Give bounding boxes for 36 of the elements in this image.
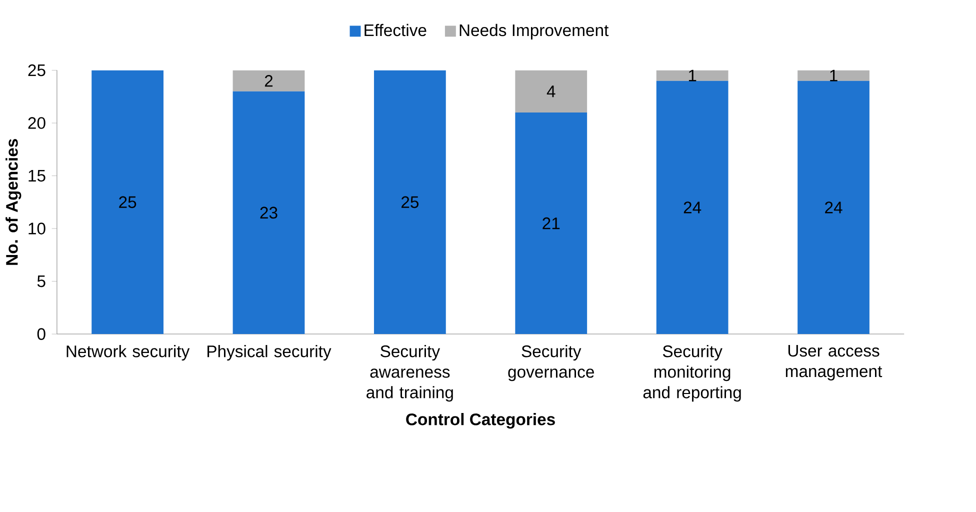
bar	[798, 80, 870, 334]
data-label: 4	[546, 86, 556, 98]
data-label: 23	[260, 206, 278, 219]
x-tick-label: Security governance	[508, 344, 594, 382]
data-label: 24	[684, 202, 702, 214]
legend-label: Effective	[364, 24, 426, 36]
y-axis-title: No. of Agencies	[6, 138, 22, 265]
bar	[515, 112, 588, 334]
bar	[92, 70, 164, 334]
data-label: 21	[542, 217, 560, 230]
y-tick-label: 10	[28, 222, 46, 234]
x-tick-label: Security monitoring and reporting	[643, 344, 741, 402]
y-tick-label: 15	[28, 170, 46, 182]
bar	[232, 91, 305, 334]
legend-label: Needs Improvement	[460, 24, 609, 40]
x-tick-label: Security awareness and training	[366, 344, 453, 402]
bar	[232, 70, 305, 92]
y-tick-label: 5	[37, 275, 46, 288]
data-label: 24	[825, 202, 842, 214]
x-tick-label: Network security	[66, 344, 190, 360]
bar	[515, 70, 588, 112]
y-tick-label: 20	[28, 117, 46, 129]
data-label: 25	[402, 196, 419, 208]
x-tick-label: Physical security	[208, 344, 332, 360]
data-label: 1	[830, 70, 838, 82]
x-tick-label: User access management	[786, 344, 882, 380]
bar	[656, 80, 728, 334]
x-axis-title: Control Categories	[406, 412, 555, 429]
data-label: 1	[688, 70, 696, 82]
bar	[798, 70, 870, 81]
data-label: 25	[119, 196, 136, 208]
y-tick-label: 25	[28, 64, 46, 76]
bar	[374, 70, 446, 334]
data-label: 2	[264, 74, 273, 87]
bar	[656, 70, 728, 81]
y-tick-label: 0	[37, 328, 46, 340]
